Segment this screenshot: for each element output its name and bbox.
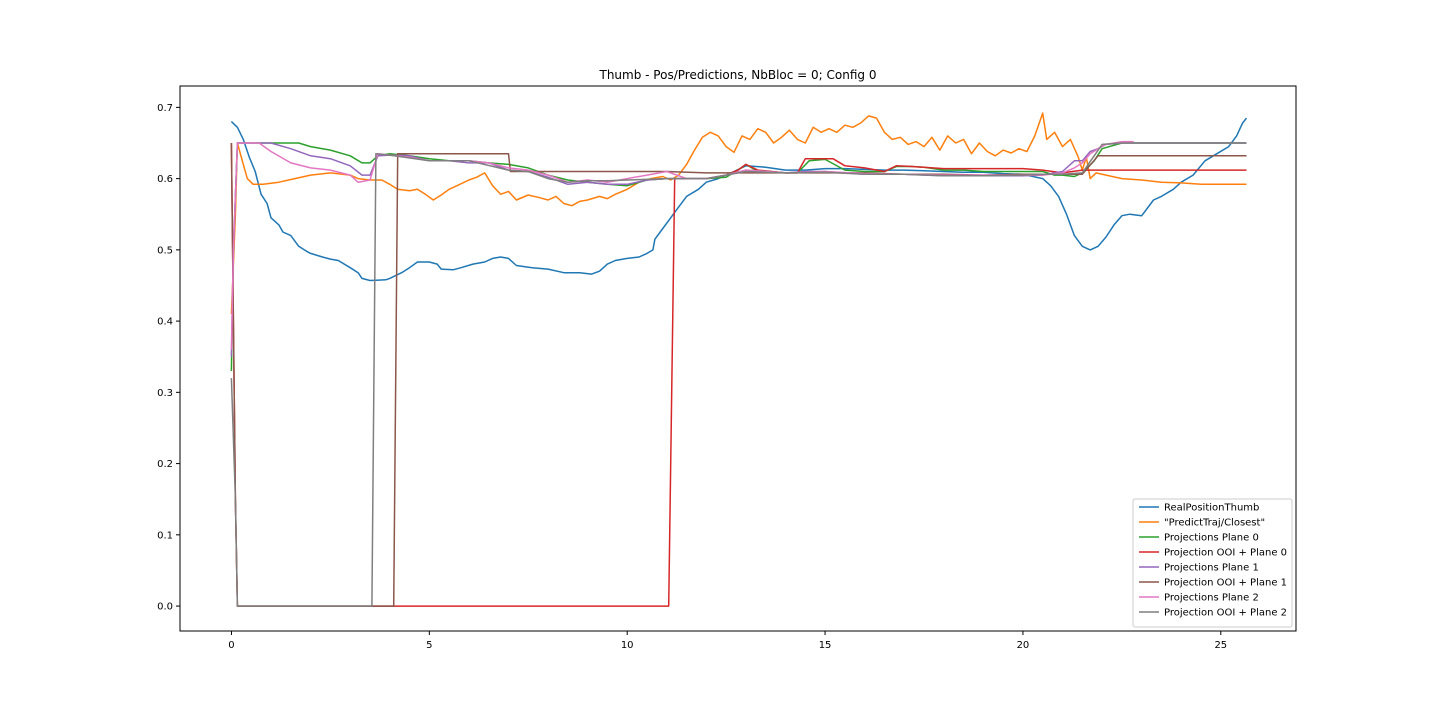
legend-label: RealPositionThumb bbox=[1164, 503, 1259, 514]
x-tick-label: 15 bbox=[819, 640, 832, 651]
legend-label: Projections Plane 2 bbox=[1164, 593, 1259, 604]
chart-title: Thumb - Pos/Predictions, NbBloc = 0; Con… bbox=[599, 68, 877, 82]
y-axis: 0.0 0.1 0.2 0.3 0.4 0.5 0.6 0.7 bbox=[157, 103, 180, 613]
y-tick-label: 0.2 bbox=[157, 459, 173, 470]
x-tick-label: 0 bbox=[228, 640, 234, 651]
series-layer bbox=[230, 112, 1248, 607]
series-line-7 bbox=[230, 142, 1247, 607]
axes-frame bbox=[179, 85, 1297, 632]
y-tick-label: 0.4 bbox=[157, 317, 173, 328]
legend-box bbox=[1132, 498, 1293, 628]
x-axis: 0 5 10 15 20 25 bbox=[228, 631, 1227, 651]
legend-label: Projection OOI + Plane 1 bbox=[1164, 578, 1287, 589]
legend-label: "PredictTraj/Closest" bbox=[1164, 518, 1265, 529]
x-tick-label: 5 bbox=[426, 640, 432, 651]
y-tick-label: 0.7 bbox=[157, 103, 173, 114]
y-tick-label: 0.5 bbox=[157, 245, 173, 256]
y-tick-label: 0.3 bbox=[157, 388, 173, 399]
series-line-5 bbox=[230, 142, 1247, 607]
series-line-0 bbox=[230, 117, 1248, 282]
legend-label: Projection OOI + Plane 0 bbox=[1164, 548, 1287, 559]
legend-label: Projections Plane 1 bbox=[1164, 563, 1259, 574]
legend: RealPositionThumb "PredictTraj/Closest" Pr… bbox=[1132, 498, 1293, 628]
y-tick-label: 0.6 bbox=[157, 174, 173, 185]
x-tick-label: 25 bbox=[1214, 640, 1227, 651]
x-tick-label: 10 bbox=[621, 640, 634, 651]
series-line-1 bbox=[230, 112, 1247, 315]
legend-label: Projection OOI + Plane 2 bbox=[1164, 608, 1287, 619]
x-tick-label: 20 bbox=[1017, 640, 1030, 651]
y-tick-label: 0.1 bbox=[157, 530, 173, 541]
y-tick-label: 0.0 bbox=[157, 602, 173, 613]
legend-label: Projections Plane 0 bbox=[1164, 533, 1259, 544]
